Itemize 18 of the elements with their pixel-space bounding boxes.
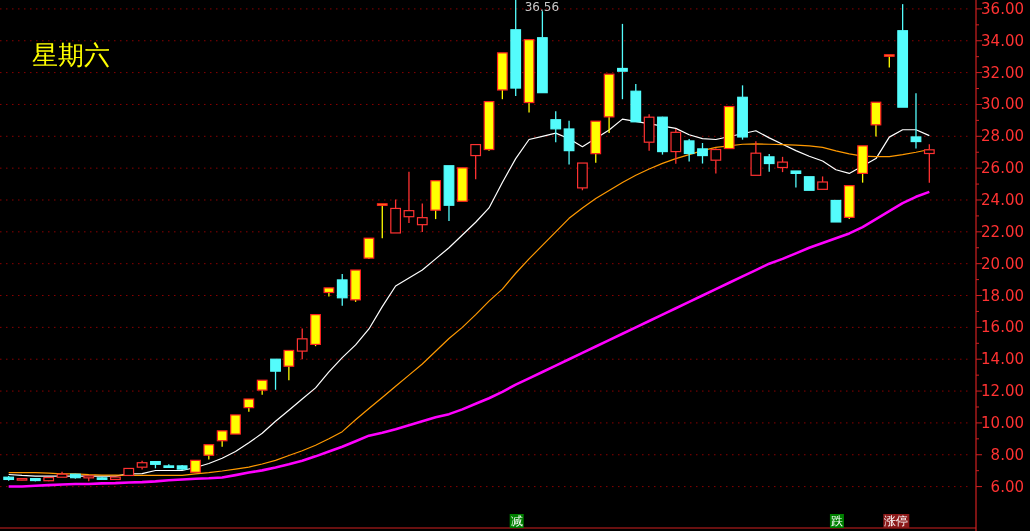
annotation: 36.56 (524, 0, 560, 14)
y-tick-label: 14.00 (981, 350, 1024, 369)
y-tick-label: 36.00 (981, 0, 1024, 18)
text: 星期六 (32, 40, 110, 70)
y-tick-label: 10.00 (981, 413, 1024, 432)
y-tick-label: 6.00 (990, 477, 1024, 496)
y-tick-label: 26.00 (981, 159, 1024, 178)
y-tick-label: 34.00 (981, 31, 1024, 50)
y-tick-label: 32.00 (981, 63, 1024, 82)
y-tick-label: 12.00 (981, 382, 1024, 401)
y-tick-label: 16.00 (981, 318, 1024, 337)
y-tick-label: 30.00 (981, 95, 1024, 114)
y-tick-label: 20.00 (981, 254, 1024, 273)
y-tick-label: 8.00 (990, 445, 1024, 464)
y-tick-label: 22.00 (981, 222, 1024, 241)
y-tick-label: 24.00 (981, 190, 1024, 209)
y-tick-label: 28.00 (981, 127, 1024, 146)
y-tick-label: 18.00 (981, 286, 1024, 305)
